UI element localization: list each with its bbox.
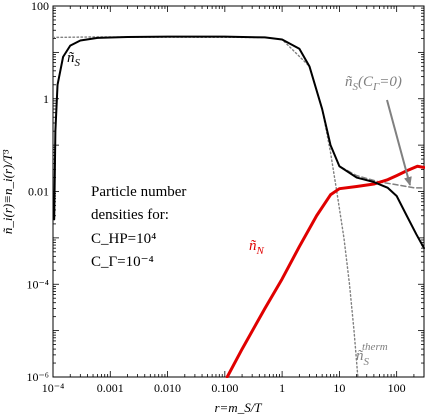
series-line-0 [53, 35, 425, 250]
x-tick-label: 10 [333, 381, 345, 395]
annotation-line-1: Particle number [91, 184, 186, 200]
series-line-1 [225, 164, 425, 378]
y-axis-label: ñ_i(r)≡n_i(r)/T³ [0, 149, 15, 234]
tick-labels: 10⁻⁴ 0.001 0.010 0.100 1 10 10010⁻⁶10⁻⁴0.01110… [26, 0, 405, 395]
series-layer [53, 35, 425, 378]
annotation-arrow [386, 99, 412, 186]
label-n-S-CG0: ñS(CΓ=0) [345, 74, 402, 93]
x-tick-label: 100 [388, 381, 406, 395]
annotation-line-3: C_HP=10⁴ [91, 231, 156, 247]
x-tick-label: 0.001 [97, 381, 124, 395]
x-tick-label: 10⁻⁴ [42, 381, 65, 395]
y-tick-label: 1 [43, 92, 49, 106]
label-n-S-therm: ñStherm [356, 341, 388, 368]
label-n-S: ñS [67, 50, 81, 69]
y-tick-label: 10⁻⁴ [26, 277, 49, 291]
x-tick-label: 0.010 [154, 381, 181, 395]
x-tick-label: 1 [279, 381, 285, 395]
annotation-line-2: densities for: [91, 207, 169, 223]
x-axis-label: r=m_S/T [214, 400, 262, 415]
y-tick-label: 0.01 [28, 185, 49, 199]
annotation-line-4: C_Γ=10⁻⁴ [91, 254, 154, 270]
label-n-N: ñN [249, 238, 265, 257]
y-tick-label: 100 [31, 0, 49, 13]
y-tick-label: 10⁻⁶ [26, 370, 49, 384]
x-tick-label: 0.100 [211, 381, 238, 395]
